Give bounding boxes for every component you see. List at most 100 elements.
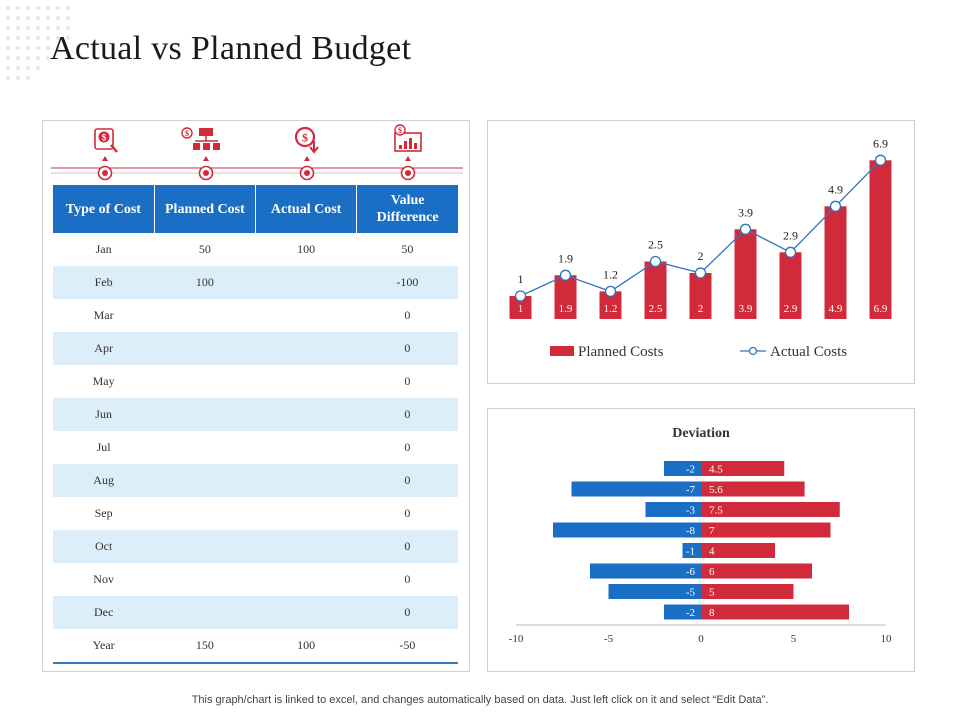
planned-vs-actual-chart-panel: 1 1.9 1.2 2.5 2 3.9 2.9 4.9 6.9 1 1.9 1.2 2.5 2 3.9 2.9…: [487, 120, 915, 384]
deviation-chart-panel: Deviation 4.5 5.6 7.5 7 4 6 5 8 -2 -7 -3 -8 -1 -6 -5 -2 -…: [487, 408, 915, 672]
line-data-label: 6.9: [873, 136, 888, 150]
cell-difference: -100: [356, 266, 458, 299]
cell-difference: 0: [356, 596, 458, 629]
cell-actual: [256, 563, 357, 596]
cell-planned: [154, 398, 256, 431]
decorative-dot: [46, 56, 50, 60]
planned-cost-bar: [734, 229, 757, 319]
decorative-dot: [66, 36, 70, 40]
bar-data-label: 2.9: [784, 303, 798, 315]
bar-data-label: 3.9: [739, 303, 753, 315]
actual-cost-point: [784, 246, 797, 258]
budget-table-panel: $ $ $ $ Type of Cost Planned Cost Actual Co…: [42, 120, 470, 672]
cell-planned: [154, 332, 256, 365]
deviation-positive-bar: [701, 502, 840, 517]
planned-cost-bar: [824, 206, 847, 319]
bar-data-label: 4.9: [829, 303, 843, 315]
cell-actual: [255, 332, 357, 365]
decorative-dot: [66, 6, 70, 10]
cell-planned: [154, 596, 256, 629]
bar-data-label: 2: [698, 303, 704, 315]
legend-label-actual: Actual Costs: [770, 344, 847, 360]
line-data-label: 1.2: [603, 267, 618, 281]
deviation-negative-bar: [553, 522, 701, 538]
planned-cost-bar: [509, 296, 532, 319]
table-row: Jun 0: [53, 398, 458, 431]
line-data-label: 1.9: [558, 251, 573, 265]
cell-type: Nov: [93, 572, 114, 586]
icon-pin-marker: [400, 156, 416, 181]
cell-type: Mar: [93, 308, 114, 322]
table-row: Year 150 100 -50: [53, 629, 458, 664]
decorative-dot: [16, 76, 20, 80]
decorative-dot: [16, 56, 20, 60]
planned-cost-bar: [869, 160, 892, 319]
line-data-label: 2.9: [783, 228, 798, 242]
decorative-dot: [26, 76, 30, 80]
line-data-label: 2.5: [648, 238, 663, 252]
deviation-negative-label: -8: [686, 525, 696, 537]
actual-cost-point: [829, 200, 842, 212]
cell-actual: [256, 497, 357, 530]
decorative-dot: [36, 16, 40, 20]
cell-actual: [255, 530, 357, 563]
decorative-dot: [6, 36, 10, 40]
deviation-positive-label: 4.5: [709, 464, 723, 476]
legend-label-planned: Planned Costs: [578, 344, 664, 360]
cell-actual: [256, 365, 357, 398]
deviation-x-tick-label: -10: [509, 633, 524, 645]
cell-planned: [154, 530, 256, 563]
decorative-dot: [16, 46, 20, 50]
actual-cost-point: [874, 154, 887, 166]
cell-planned: [154, 464, 256, 497]
cell-type: Jan: [95, 242, 112, 256]
table-row: Jul 0: [53, 431, 458, 464]
cell-planned: [154, 431, 255, 464]
planned-cost-bar: [554, 275, 577, 319]
table-row: Jan 50 100 50: [53, 233, 458, 266]
cell-actual: 100: [297, 242, 316, 256]
svg-text:$: $: [102, 133, 107, 143]
legend-swatch-planned: [550, 346, 574, 356]
cell-actual: [255, 464, 357, 497]
cell-type: Aug: [53, 464, 155, 497]
table-row: May 0: [53, 365, 458, 398]
footer-note: This graph/chart is linked to excel, and…: [191, 694, 769, 706]
decorative-dot: [26, 56, 30, 60]
decorative-dot: [46, 46, 50, 50]
decorative-dot: [6, 56, 10, 60]
cell-difference: 0: [356, 464, 458, 497]
cell-actual: [255, 596, 357, 629]
planned-cost-bar: [689, 273, 712, 319]
actual-cost-point: [514, 290, 527, 302]
deviation-negative-bar: [571, 481, 701, 497]
deviation-positive-label: 8: [709, 607, 715, 619]
cell-planned: 100: [154, 266, 256, 299]
cell-planned: [154, 299, 255, 332]
cell-planned: 50: [198, 242, 211, 256]
decorative-dot: [6, 6, 10, 10]
decorative-dot: [6, 46, 10, 50]
budget-chart-icon: $: [394, 124, 422, 152]
deviation-negative-label: -3: [686, 505, 696, 517]
decorative-dot: [36, 6, 40, 10]
decorative-dot: [46, 16, 50, 20]
decorative-dot: [56, 16, 60, 20]
decorative-dot: [46, 36, 50, 40]
cost-icons-row: $ $ $ $: [51, 124, 463, 181]
decorative-dot: [36, 46, 40, 50]
cell-difference: 0: [356, 332, 458, 365]
table-row: Mar 0: [53, 299, 458, 332]
icon-pin-marker: [198, 156, 214, 181]
deviation-positive-label: 6: [709, 566, 715, 578]
header-value-difference: Value Difference: [356, 185, 458, 233]
cell-type: Jul: [96, 440, 111, 454]
deviation-x-tick-label: 5: [791, 633, 797, 645]
cell-difference: 0: [404, 572, 411, 586]
chart-legend: Planned Costs Actual Costs: [550, 344, 847, 360]
line-data-label: 1: [518, 272, 524, 286]
deviation-negative-bar: [682, 543, 701, 558]
line-data-label: 4.9: [828, 182, 843, 196]
svg-text:$: $: [398, 126, 402, 135]
deviation-x-tick-label: 0: [698, 633, 704, 645]
